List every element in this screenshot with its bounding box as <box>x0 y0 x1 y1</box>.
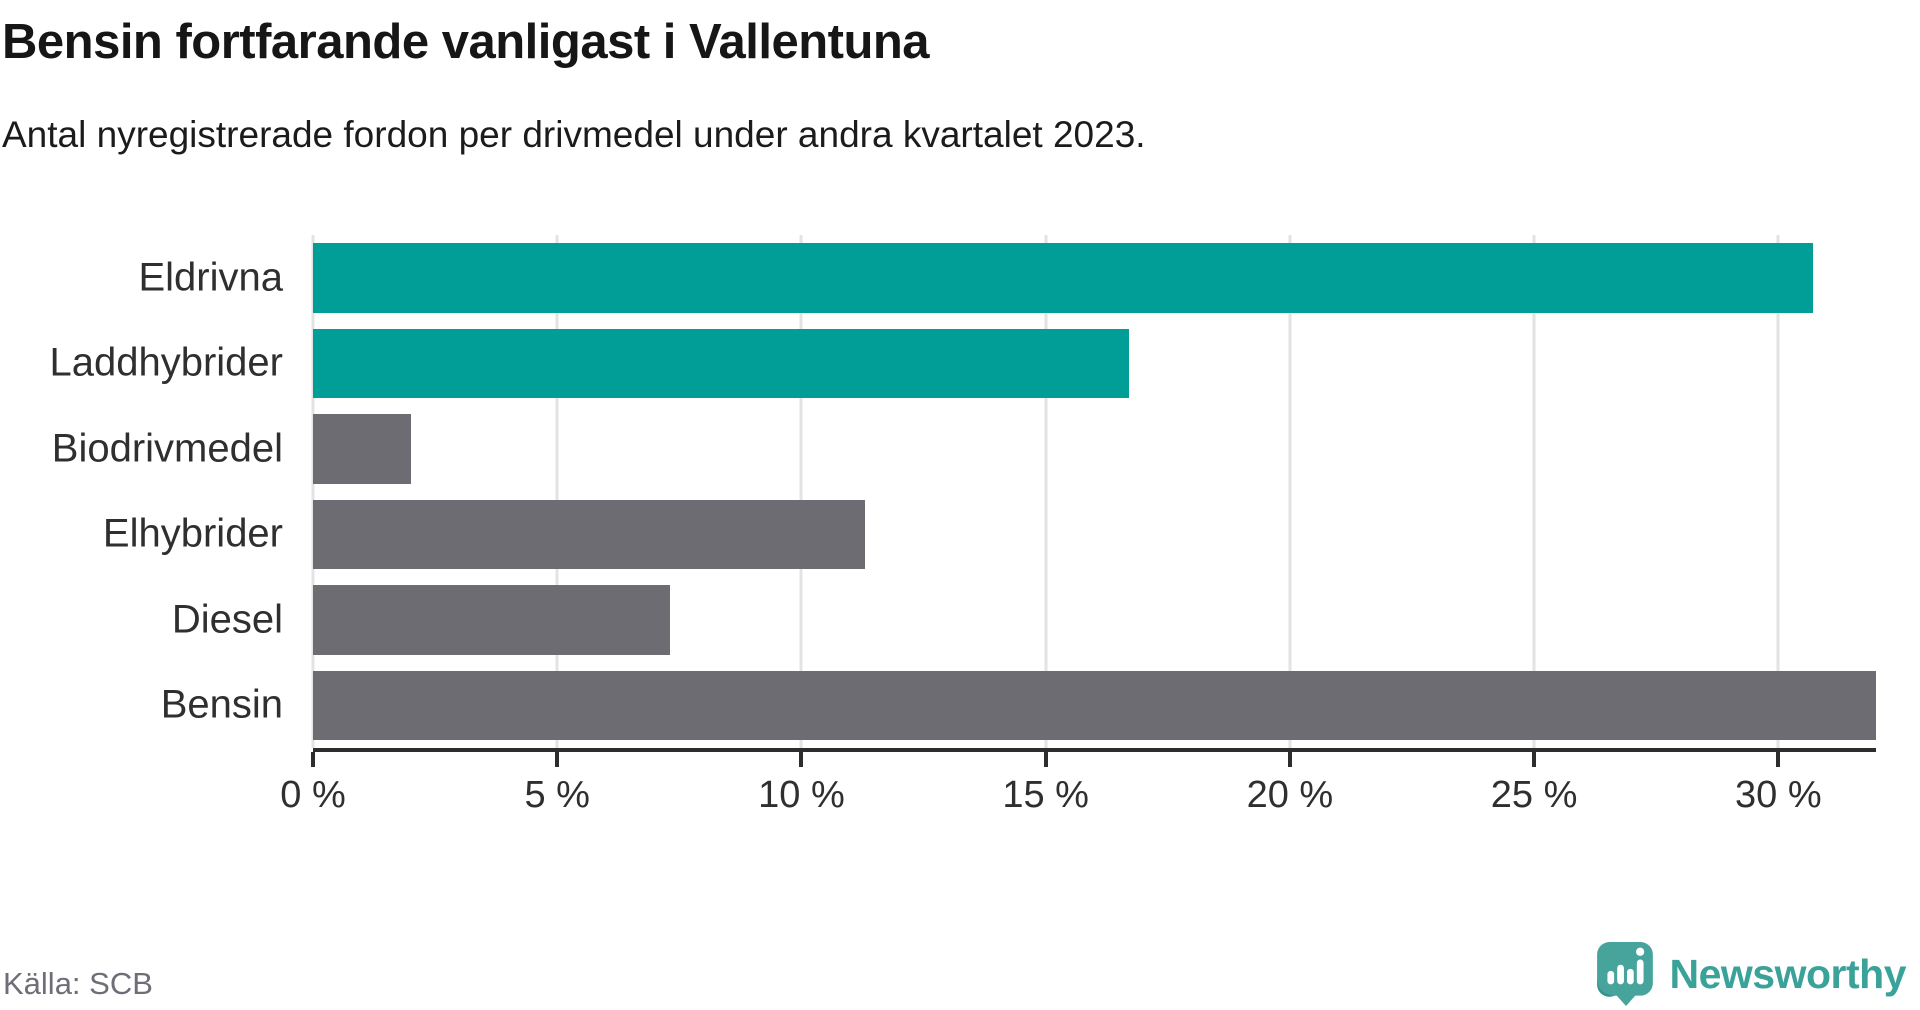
newsworthy-logo-icon <box>1596 942 1653 1006</box>
gridline <box>555 235 559 748</box>
category-label: Bensin <box>160 682 283 727</box>
x-axis-tick-label: 0 % <box>280 774 346 816</box>
x-axis-tick <box>1532 752 1537 767</box>
x-axis-tick-label: 15 % <box>1002 774 1089 816</box>
category-label: Elhybrider <box>102 511 283 556</box>
bar-row: Diesel <box>172 577 1876 663</box>
x-axis-tick <box>555 752 560 767</box>
category-label: Laddhybrider <box>49 340 284 385</box>
chart-title: Bensin fortfarande vanligast i Vallentun… <box>2 15 930 69</box>
bar-row: Laddhybrider <box>50 321 1876 407</box>
x-axis-tick-label: 30 % <box>1735 774 1822 816</box>
gridline <box>1044 235 1048 748</box>
plot-area: 0 % 5 % 10 % 15 % 20 % 25 % 30 % Eldrivna Laddhy… <box>50 235 1876 816</box>
x-axis-tick <box>311 752 315 767</box>
gridline <box>799 235 803 748</box>
x-axis-tick-label: 25 % <box>1490 774 1578 816</box>
bar-row: Biodrivmedel <box>52 406 1876 492</box>
bar-elhybrider <box>313 499 865 569</box>
bar-bensin <box>313 670 1876 740</box>
category-label: Diesel <box>171 597 283 642</box>
bar-row: Bensin <box>161 663 1876 749</box>
gridline <box>311 235 315 748</box>
bar-eldrivna <box>313 243 1813 313</box>
category-label: Eldrivna <box>138 255 283 300</box>
newsworthy-logo-text: Newsworthy <box>1669 950 1907 997</box>
gridline <box>1532 235 1536 748</box>
newsworthy-logo: Newsworthy <box>1596 942 1907 1006</box>
source-text: Källa: SCB <box>3 966 153 1001</box>
bar-diesel <box>313 585 670 655</box>
bar-laddhybrider <box>313 328 1129 398</box>
gridline <box>1288 235 1292 748</box>
x-axis-tick-label: 20 % <box>1246 774 1334 816</box>
gridline <box>1776 235 1780 748</box>
bar-row: Eldrivna <box>138 235 1876 321</box>
x-axis-tick-label: 5 % <box>524 774 590 816</box>
chart-subtitle: Antal nyregistrerade fordon per drivmede… <box>2 114 1146 155</box>
x-axis-tick <box>799 752 804 767</box>
x-axis-tick <box>1287 752 1292 767</box>
bar-biodrivmedel <box>313 414 411 484</box>
x-axis-tick <box>1043 752 1048 767</box>
x-axis-tick-label: 10 % <box>758 774 845 816</box>
x-axis-tick <box>1776 752 1781 767</box>
bar-row: Elhybrider <box>103 492 1876 578</box>
category-label: Biodrivmedel <box>51 426 283 471</box>
